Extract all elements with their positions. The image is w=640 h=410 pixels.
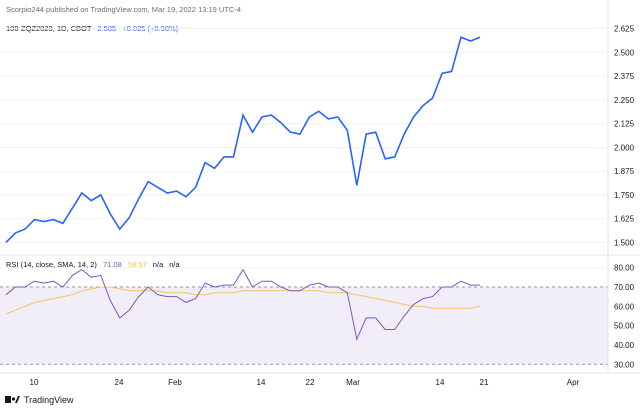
time-tick-label: Feb [168,378,182,387]
rsi-tick-label: 50.00 [614,322,635,331]
price-tick-label: 2.000 [614,143,635,152]
rsi-legend: RSI (14, close, SMA, 14, 2) 71.08 59.57 … [6,260,181,269]
time-tick-label: 24 [115,378,124,387]
time-tick-label: 14 [257,378,266,387]
rsi-series-line [5,268,480,341]
time-tick-label: 10 [30,378,39,387]
price-tick-label: 1.875 [614,167,635,176]
time-axis-labels: 10 24 Feb 14 22 Mar 14 21 Apr [30,378,580,387]
price-grid [0,28,608,243]
time-tick-label: 14 [436,378,445,387]
rsi-axis-labels: 80.00 70.00 60.00 50.00 40.00 30.00 [614,264,635,370]
rsi-tick-label: 60.00 [614,302,635,311]
rsi-tick-label: 30.00 [614,360,635,369]
rsi-na-2: n/a [169,260,180,269]
tradingview-wordmark: TradingView [24,395,74,405]
price-tick-label: 2.625 [614,25,635,34]
rsi-tick-label: 70.00 [614,283,635,292]
time-tick-label: 21 [480,378,489,387]
price-tick-label: 2.500 [614,48,635,57]
rsi-na-1: n/a [153,260,164,269]
price-series-line [5,36,481,243]
rsi-tick-label: 40.00 [614,341,635,350]
published-line: Scorpio244 published on TradingView.com,… [6,5,241,14]
tradingview-logo-icon [5,396,20,403]
tradingview-logo: TradingView [5,395,74,405]
time-tick-label: Mar [346,378,360,387]
price-tick-label: 1.500 [614,238,635,247]
rsi-band [0,286,608,365]
rsi-ma-value: 59.57 [128,260,147,269]
rsi-ma-series-line [5,286,481,315]
price-tick-label: 2.125 [614,120,635,129]
rsi-legend-label: RSI (14, close, SMA, 14, 2) [6,260,97,269]
price-tick-label: 1.625 [614,215,635,224]
rsi-tick-label: 80.00 [614,264,635,273]
time-tick-label: Apr [567,378,580,387]
price-tick-label: 2.250 [614,96,635,105]
price-axis-labels: 2.625 2.500 2.375 2.250 2.125 2.000 1.875 1.750… [614,25,635,248]
price-tick-label: 2.375 [614,72,635,81]
price-tick-label: 1.750 [614,191,635,200]
time-tick-label: 22 [306,378,315,387]
rsi-value: 71.08 [103,260,122,269]
